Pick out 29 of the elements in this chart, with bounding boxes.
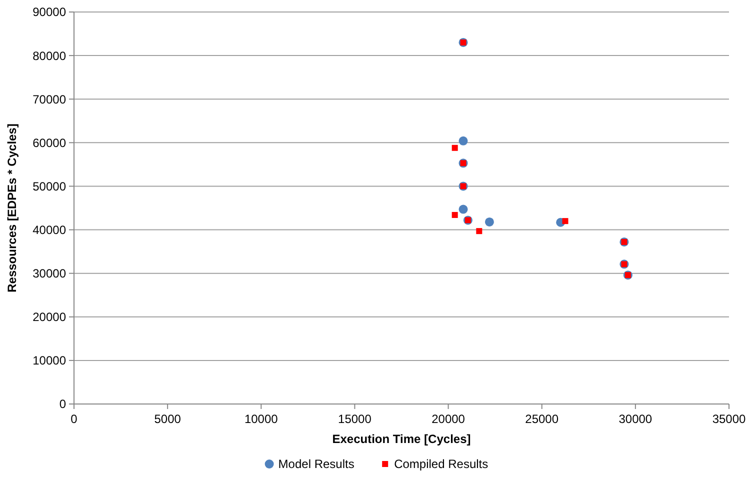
point	[458, 136, 468, 146]
x-tick-label: 5000	[154, 412, 182, 426]
legend-label: Model Results	[278, 457, 354, 472]
x-tick-label: 25000	[525, 412, 559, 426]
y-axis-title: Ressources [EDPEs * Cycles]	[5, 124, 19, 292]
x-tick-label: 30000	[618, 412, 652, 426]
point	[452, 144, 458, 151]
x-tick-label: 10000	[244, 412, 278, 426]
y-tick-label: 40000	[32, 222, 66, 237]
x-tick-label: 35000	[712, 412, 746, 426]
legend-label: Compiled Results	[394, 457, 488, 472]
y-tick-label: 20000	[32, 310, 66, 324]
point	[458, 204, 468, 214]
y-tick-label: 80000	[32, 48, 66, 63]
x-tick-label: 0	[70, 412, 78, 426]
y-tick-label: 90000	[32, 5, 66, 20]
y-tick-label: 70000	[32, 92, 66, 106]
y-tick-label: 50000	[32, 179, 66, 194]
y-tick-label: 0	[59, 397, 66, 412]
point	[562, 218, 568, 224]
point	[476, 228, 482, 234]
y-tick-label: 30000	[32, 266, 66, 281]
point	[452, 212, 458, 218]
y-tick-label: 60000	[32, 136, 66, 150]
x-tick-label: 15000	[338, 412, 372, 426]
point	[484, 217, 494, 226]
y-tick-label: 10000	[32, 354, 66, 368]
x-axis-title: Execution Time [Cycles]	[332, 432, 471, 446]
x-tick-label: 20000	[432, 412, 466, 426]
